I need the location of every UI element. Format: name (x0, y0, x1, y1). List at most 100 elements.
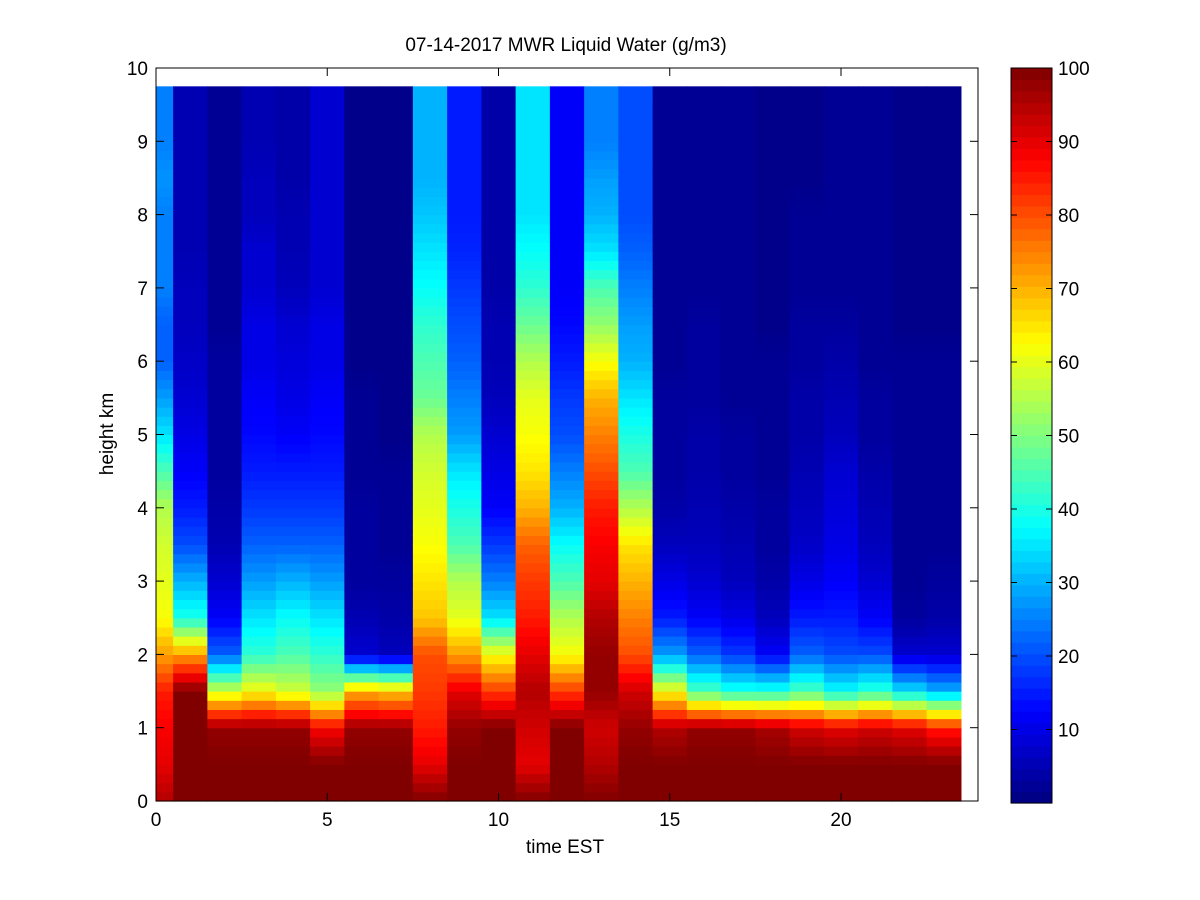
heatmap-cell (207, 187, 243, 197)
heatmap-cell (515, 782, 551, 793)
heatmap-cell (686, 516, 722, 527)
heatmap-cell (378, 452, 414, 463)
heatmap-cell (618, 132, 654, 142)
heatmap-cell (686, 691, 722, 701)
heatmap-cell (378, 498, 414, 509)
colorbar-segment (1011, 309, 1052, 322)
heatmap-cell (618, 223, 654, 234)
chart-title: 07-14-2017 MWR Liquid Water (g/m3) (405, 35, 726, 56)
colorbar-segment (1011, 228, 1052, 241)
heatmap-cell (241, 333, 277, 344)
heatmap-cell (755, 471, 791, 481)
heatmap-cell (481, 306, 517, 316)
heatmap-cell (275, 214, 311, 225)
heatmap-cell (858, 791, 893, 802)
heatmap-cell (549, 214, 585, 225)
heatmap-cell (412, 654, 448, 665)
heatmap-cell (858, 571, 893, 582)
heatmap-cell (584, 672, 619, 683)
heatmap-cell (241, 663, 277, 674)
heatmap-cell (618, 232, 654, 243)
heatmap-cell (686, 86, 722, 97)
heatmap-cell (823, 489, 859, 500)
heatmap-cell (584, 709, 619, 720)
heatmap-cell (755, 782, 791, 793)
heatmap-cell (515, 746, 551, 756)
heatmap-cell (515, 196, 551, 207)
heatmap-cell (926, 672, 962, 683)
heatmap-cell (926, 764, 962, 775)
heatmap-cell (344, 122, 380, 133)
heatmap-cell (515, 507, 551, 518)
heatmap-cell (412, 434, 448, 445)
heatmap-cell (755, 461, 791, 472)
heatmap-cell (549, 617, 585, 628)
heatmap-cell (858, 214, 893, 225)
heatmap-cell (515, 535, 551, 546)
heatmap-cell (618, 205, 654, 216)
heatmap-cell (515, 663, 551, 674)
heatmap-cell (207, 260, 243, 271)
heatmap-cell (207, 214, 243, 225)
heatmap-cell (173, 232, 208, 243)
heatmap-cell (156, 187, 174, 197)
colorbar-segment (1011, 630, 1052, 643)
heatmap-cell (310, 746, 345, 756)
heatmap-cell (584, 333, 619, 344)
heatmap-cell (755, 232, 791, 243)
heatmap-cell (207, 342, 243, 353)
heatmap-cell (858, 223, 893, 234)
heatmap-cell (789, 159, 825, 170)
heatmap-cell (378, 287, 414, 298)
heatmap-cell (892, 205, 928, 216)
heatmap-cell (156, 214, 174, 225)
heatmap-cell (275, 663, 311, 674)
heatmap-cell (344, 700, 380, 710)
heatmap-cell (721, 654, 756, 665)
heatmap-cell (241, 526, 277, 536)
heatmap-cell (892, 306, 928, 316)
heatmap-cell (241, 132, 277, 142)
heatmap-cell (344, 791, 380, 802)
heatmap-cell (344, 416, 380, 426)
heatmap-cell (721, 700, 756, 710)
heatmap-cell (858, 232, 893, 243)
heatmap-cell (618, 187, 654, 197)
heatmap-cell (686, 407, 722, 417)
heatmap-cell (618, 352, 654, 362)
heatmap-cell (686, 498, 722, 509)
heatmap-cell (926, 681, 962, 692)
heatmap-cell (156, 397, 174, 408)
colorbar-segment (1011, 113, 1052, 127)
heatmap-cell (310, 333, 345, 344)
heatmap-cell (447, 654, 482, 665)
heatmap-cell (721, 663, 756, 674)
heatmap-cell (926, 177, 962, 188)
heatmap-cell (652, 443, 688, 454)
heatmap-cell (241, 370, 277, 381)
heatmap-cell (156, 407, 174, 417)
heatmap-cell (618, 104, 654, 115)
heatmap-cell (926, 315, 962, 326)
heatmap-cell (207, 471, 243, 481)
heatmap-cell (156, 361, 174, 371)
heatmap-cell (892, 324, 928, 335)
x-tick-label: 0 (151, 810, 162, 831)
heatmap-cell (207, 636, 243, 646)
heatmap-cell (412, 187, 448, 197)
heatmap-cell (755, 297, 791, 307)
heatmap-cell (378, 746, 414, 756)
heatmap-cell (858, 315, 893, 326)
heatmap-cell (344, 287, 380, 298)
heatmap-cell (721, 113, 756, 124)
heatmap-cell (755, 791, 791, 802)
heatmap-cell (275, 297, 311, 307)
colorbar-tick-label: 70 (1058, 280, 1079, 301)
heatmap-cell (275, 187, 311, 197)
heatmap-cell (823, 516, 859, 527)
heatmap-cell (549, 260, 585, 271)
heatmap-cell (173, 663, 208, 674)
heatmap-cell (686, 416, 722, 426)
heatmap-cell (412, 251, 448, 262)
heatmap-cell (447, 122, 482, 133)
